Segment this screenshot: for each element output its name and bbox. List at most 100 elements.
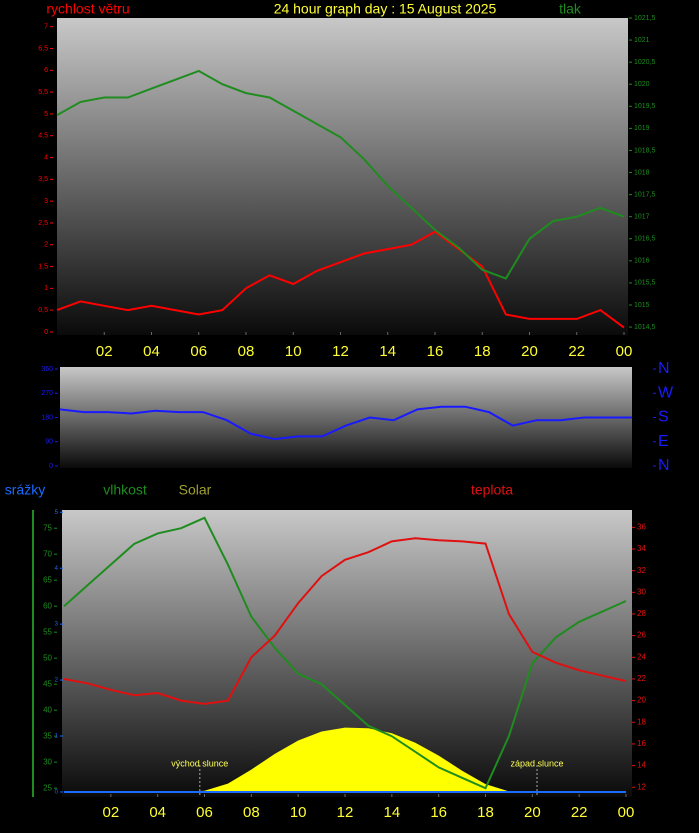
y2-tick-label: 20 — [637, 696, 646, 705]
x-tick-label: 00 — [618, 804, 635, 821]
y-tick-label: 1 — [44, 285, 48, 292]
y-tick-label: 2 — [44, 242, 48, 249]
y2-tick-label: 1021 — [634, 37, 650, 44]
x-tick-label: 12 — [337, 804, 354, 821]
x-tick-label: 20 — [524, 804, 541, 821]
y-tick-label: 3 — [44, 198, 48, 205]
x-tick-label: 04 — [143, 343, 160, 360]
plot-area — [60, 367, 632, 468]
y-tick-label: 70 — [43, 549, 52, 558]
y2-tick-label: 1016 — [634, 258, 650, 265]
line — [56, 69, 625, 280]
x-tick-label: 04 — [149, 804, 166, 821]
y2-tick-label: 1017 — [634, 214, 650, 221]
x-tick-label: 16 — [430, 804, 447, 821]
y2-tick-label: 1021,5 — [634, 15, 656, 22]
x-tick-label: 08 — [238, 343, 255, 360]
y3-tick-label: 0 — [55, 790, 59, 796]
y2-tick-label: 1015,5 — [634, 280, 656, 287]
y2-tick-label: 1019 — [634, 125, 650, 132]
x-tick-label: 14 — [379, 343, 396, 360]
y-tick-label: 35 — [43, 731, 52, 740]
y2-tick-label: 1019,5 — [634, 103, 656, 110]
y-tick-label: 45 — [43, 679, 52, 688]
y2-tick-label: N — [658, 360, 670, 377]
y2-tick-label: 22 — [637, 674, 646, 683]
y2-tick-label: 28 — [637, 609, 646, 618]
x-tick-label: 14 — [383, 804, 400, 821]
x-tick-label: 08 — [243, 804, 260, 821]
y2-tick-label: 24 — [637, 652, 646, 661]
y2-tick-label: 26 — [637, 631, 646, 640]
x-tick-label: 10 — [290, 804, 307, 821]
y2-tick-label: 34 — [637, 544, 646, 553]
legend-label: srážky — [5, 482, 45, 498]
y-tick-label: 90 — [45, 439, 53, 446]
legend-label: rychlost větru — [46, 1, 129, 17]
y-tick-label: 360 — [41, 366, 53, 373]
plot-area — [57, 18, 628, 335]
y2-tick-label: 14 — [637, 761, 646, 770]
y-tick-label: 6 — [44, 67, 48, 74]
x-tick-label: 06 — [196, 804, 213, 821]
y-tick-label: 25 — [43, 783, 52, 792]
x-tick-label: 22 — [568, 343, 585, 360]
x-tick-label: 02 — [96, 343, 113, 360]
area — [64, 727, 626, 792]
x-tick-label: 00 — [616, 343, 633, 360]
y-tick-label: 40 — [43, 705, 52, 714]
y-tick-label: 270 — [41, 390, 53, 397]
y2-tick-label: N — [658, 457, 670, 474]
y2-tick-label: 1016,5 — [634, 236, 656, 243]
y2-tick-label: 32 — [637, 566, 646, 575]
y3-tick-label: 5 — [55, 510, 59, 516]
x-tick-label: 20 — [521, 343, 538, 360]
y2-tick-label: 1020,5 — [634, 59, 656, 66]
x-tick-label: 06 — [190, 343, 207, 360]
y-tick-label: 5 — [44, 111, 48, 118]
y3-tick-label: 4 — [55, 566, 59, 572]
legend-label: vlhkost — [103, 482, 147, 498]
y-tick-label: 55 — [43, 627, 52, 636]
y-tick-label: 3,5 — [38, 176, 48, 183]
line — [63, 537, 627, 705]
y-tick-label: 0 — [49, 463, 53, 470]
legend-label: Solar — [179, 482, 212, 498]
y-tick-label: 30 — [43, 757, 52, 766]
x-tick-label: 12 — [332, 343, 349, 360]
y2-tick-label: 1017,5 — [634, 191, 656, 198]
y2-tick-label: 30 — [637, 587, 646, 596]
y-tick-label: 180 — [41, 414, 53, 421]
y-tick-label: 2,5 — [38, 220, 48, 227]
y2-tick-label: 12 — [637, 782, 646, 791]
legend-label: teplota — [471, 482, 513, 498]
y3-tick-label: 1 — [55, 734, 59, 740]
x-tick-label: 10 — [285, 343, 302, 360]
line — [56, 230, 625, 329]
y-tick-label: 0 — [44, 329, 48, 336]
y-tick-label: 75 — [43, 523, 52, 532]
y3-tick-label: 2 — [55, 678, 59, 684]
y2-tick-label: S — [658, 409, 669, 426]
x-tick-label: 22 — [571, 804, 588, 821]
y-tick-label: 4 — [44, 154, 48, 161]
annotation: východ slunce — [171, 758, 228, 768]
y2-tick-label: 1015 — [634, 302, 650, 309]
x-tick-label: 18 — [477, 804, 494, 821]
y-tick-label: 7 — [44, 24, 48, 31]
x-tick-label: 18 — [474, 343, 491, 360]
line — [63, 516, 627, 790]
annotation: západ slunce — [510, 758, 563, 768]
y2-tick-label: 1014,5 — [634, 324, 656, 331]
y2-tick-label: E — [658, 433, 669, 450]
chart-title: 24 hour graph day : 15 August 2025 — [274, 1, 497, 17]
y-tick-label: 4,5 — [38, 133, 48, 140]
y2-tick-label: 1020 — [634, 81, 650, 88]
y3-tick-label: 3 — [55, 622, 59, 628]
x-tick-label: 16 — [427, 343, 444, 360]
y-tick-label: 60 — [43, 601, 52, 610]
y2-tick-label: W — [658, 384, 674, 401]
y2-tick-label: 16 — [637, 739, 646, 748]
y2-tick-label: 36 — [637, 522, 646, 531]
